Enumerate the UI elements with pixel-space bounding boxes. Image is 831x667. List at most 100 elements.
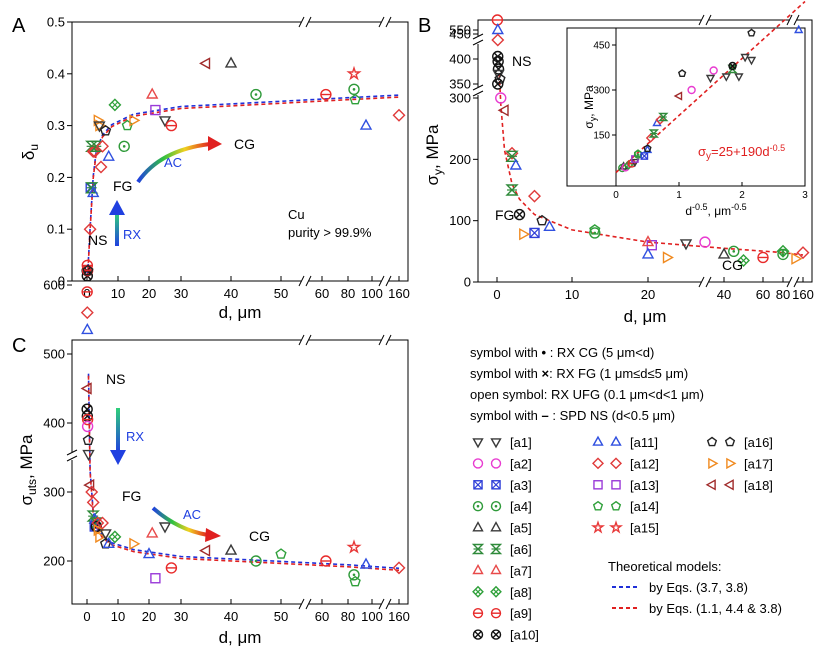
panel-a-xtick: 160 xyxy=(388,286,410,301)
panel-b-ytick: 350 xyxy=(449,77,471,92)
inset-point xyxy=(794,24,804,34)
legend-ref-symbol xyxy=(592,500,604,511)
panel-c-model-blue xyxy=(87,373,400,570)
panel-b-point xyxy=(543,219,556,232)
panel-b-point xyxy=(497,104,509,117)
panel-c-point xyxy=(142,547,156,559)
panel-b-ytick: 400 xyxy=(449,52,471,67)
legend-ref-entry: [a18] xyxy=(705,478,773,493)
panel-b-xtick: 10 xyxy=(565,287,579,302)
inset-frame xyxy=(566,27,806,187)
panel-c-ytick: 200 xyxy=(43,554,65,569)
panel-c-ytick: 500 xyxy=(43,347,65,362)
legend-ref-symbol xyxy=(472,501,484,512)
legend-ref-symbol xyxy=(473,480,483,490)
panel-c-ytick: 300 xyxy=(43,485,65,500)
panel-a-xtick: 0 xyxy=(83,286,90,301)
panel-b-point xyxy=(536,214,548,226)
panel-a-point xyxy=(250,88,262,101)
panel-b-point xyxy=(491,14,504,26)
legend-ref-entry: [a5] xyxy=(472,521,532,536)
panel-c-xtick: 30 xyxy=(174,609,188,624)
legend-ref-symbol xyxy=(490,585,502,598)
legend-ref-symbol xyxy=(491,480,501,490)
panel-b-ytick: 100 xyxy=(449,213,471,228)
legend-ref-symbol xyxy=(611,480,621,490)
panel-c-point xyxy=(359,557,373,569)
legend-ref-entry: [a7] xyxy=(472,563,532,578)
panel-c-xtick: 100 xyxy=(361,609,383,624)
legend-ref-entry: [a13] xyxy=(593,478,659,493)
legend-ref-label: [a11] xyxy=(630,435,658,450)
panel-a-letter: A xyxy=(12,15,26,37)
legend-symbol-line-pre: symbol with xyxy=(470,366,542,381)
panel-c-point xyxy=(80,306,94,320)
inset-xtick: 3 xyxy=(802,190,808,201)
panel-a-point xyxy=(359,118,373,130)
panel-c-point xyxy=(275,548,287,559)
inset-point xyxy=(747,28,756,37)
panel-b-fg-label: FG xyxy=(495,207,514,223)
panel-b-xlabel: d, μm xyxy=(624,307,667,326)
legend-ref-symbol xyxy=(592,435,604,446)
panel-c-point xyxy=(81,286,93,298)
panel-a-ytick: 0.3 xyxy=(47,118,65,133)
legend-ref-symbol xyxy=(590,520,606,534)
legend-ref-symbol xyxy=(472,458,484,469)
panel-c-point xyxy=(93,523,105,537)
legend-symbol-line: symbol with ×: RX FG (1 μm≤d≤5 μm) xyxy=(470,366,688,381)
panel-b-point xyxy=(791,252,803,265)
panel-c-point xyxy=(108,530,122,544)
panel-c-ac-arrow xyxy=(151,506,221,542)
panel-c-point xyxy=(91,516,105,530)
legend-ref-label: [a8] xyxy=(510,585,532,600)
panel-a-xtick: 20 xyxy=(142,286,156,301)
panel-c-point xyxy=(392,561,406,575)
legend-ref-label: [a4] xyxy=(510,499,532,514)
legend-model-red: by Eqs. (1.1, 4.4 & 3.8) xyxy=(649,601,782,616)
legend-ref-symbol xyxy=(592,457,604,470)
inset-xlabel: d-0.5, μm-0.5 xyxy=(685,202,746,218)
legend-ref-symbol xyxy=(610,500,622,511)
panel-a-point xyxy=(86,145,100,158)
legend-ref-label: [a12] xyxy=(630,456,659,471)
panel-c-point xyxy=(80,382,92,395)
panel-b-letter: B xyxy=(418,15,431,37)
legend-ref-entry: [a3] xyxy=(473,478,532,493)
panel-b-point xyxy=(777,248,789,261)
legend-symbol-line-mark: • xyxy=(542,345,547,360)
panel-b-point xyxy=(494,73,506,84)
panel-a-rx-label: RX xyxy=(123,227,141,242)
panel-a-point xyxy=(158,116,172,128)
legend-ref-symbol xyxy=(472,608,484,619)
legend-models-title: Theoretical models: xyxy=(608,559,721,574)
panel-c-fg-label: FG xyxy=(122,488,141,504)
panel-b-point xyxy=(509,158,522,170)
inset-point xyxy=(655,115,666,125)
panel-c-point xyxy=(224,543,238,555)
legend-symbol-lines: symbol with • : RX CG (5 μm<d)symbol wit… xyxy=(470,345,704,423)
panel-b-point xyxy=(491,33,505,47)
panel-a-point xyxy=(199,57,211,70)
panel-a-point xyxy=(320,88,332,101)
panel-b-point xyxy=(737,254,750,267)
legend-ref-symbol xyxy=(472,629,484,640)
panel-c-ns-label: NS xyxy=(106,371,125,387)
panel-a-ytick: 0 xyxy=(58,274,65,289)
panel-b-point xyxy=(699,236,711,248)
legend-ref-label: [a14] xyxy=(630,499,659,514)
legend-ref-symbol xyxy=(726,457,737,470)
panel-a-xbreak-top xyxy=(298,16,312,28)
panel-a-xbreak-top-2 xyxy=(378,16,392,28)
panel-c-xtick: 10 xyxy=(111,609,125,624)
panel-c-point xyxy=(346,539,362,554)
panel-b-ybreak-2 xyxy=(472,33,484,46)
legend-ref-symbol xyxy=(490,608,502,619)
inset-fit-line xyxy=(615,0,806,174)
panel-a-point xyxy=(94,160,108,174)
panel-b-model-red xyxy=(498,73,804,256)
panel-a-ylabel: δu xyxy=(19,144,41,160)
inset-point xyxy=(746,56,757,66)
